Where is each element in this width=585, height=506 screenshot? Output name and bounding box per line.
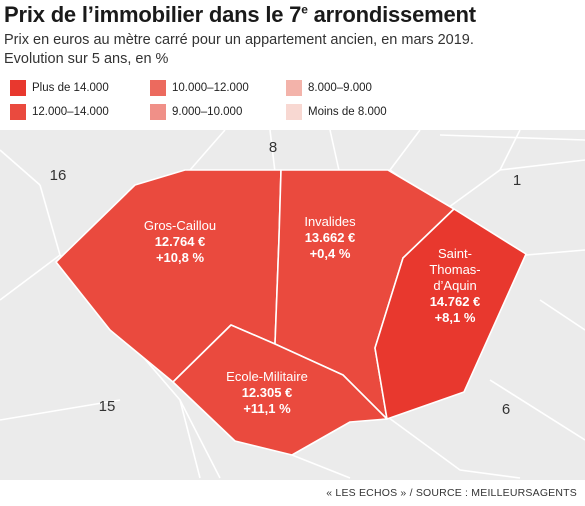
chart-title: Prix de l’immobilier dans le 7e arrondis… xyxy=(4,2,476,27)
district-change: +0,4 % xyxy=(310,246,351,261)
district-price: 14.762 € xyxy=(430,294,481,309)
legend-swatch xyxy=(150,104,166,120)
district-name: Ecole-Militaire xyxy=(226,369,308,384)
legend-item-plus-14000: Plus de 14.000 xyxy=(10,80,109,96)
district-price: 12.764 € xyxy=(155,234,206,249)
district-change: +8,1 % xyxy=(435,310,476,325)
district-map: 16 8 1 15 6 Gros-Caillou 12.764 € +10,8 … xyxy=(0,130,585,480)
label-saint-thomas-daquin: Saint- Thomas- d’Aquin 14.762 € +8,1 % xyxy=(429,246,480,325)
arrondissement-6: 6 xyxy=(502,401,510,418)
district-name: Gros-Caillou xyxy=(144,218,216,233)
legend-swatch xyxy=(10,80,26,96)
arrondissement-15: 15 xyxy=(99,398,116,415)
legend-swatch xyxy=(150,80,166,96)
legend-swatch xyxy=(10,104,26,120)
district-price: 13.662 € xyxy=(305,230,356,245)
subtitle-1: Prix en euros au mètre carré pour un app… xyxy=(4,32,474,48)
district-name: Invalides xyxy=(304,214,356,229)
arrondissement-8: 8 xyxy=(269,139,277,156)
label-gros-caillou: Gros-Caillou 12.764 € +10,8 % xyxy=(144,218,216,265)
legend-item-12000-14000: 12.000–14.000 xyxy=(10,104,109,120)
subtitle-2: Evolution sur 5 ans, en % xyxy=(4,51,169,67)
legend-item-10000-12000: 10.000–12.000 xyxy=(150,80,249,96)
label-ecole-militaire: Ecole-Militaire 12.305 € +11,1 % xyxy=(226,369,308,416)
district-name-line: Saint- xyxy=(438,246,472,261)
legend-item-moins-8000: Moins de 8.000 xyxy=(286,104,387,120)
district-change: +10,8 % xyxy=(156,250,205,265)
source-credit: « LES ECHOS » / SOURCE : MEILLEURSAGENTS xyxy=(326,487,577,499)
district-ecole-militaire xyxy=(172,324,388,456)
district-price: 12.305 € xyxy=(242,385,293,400)
arrondissement-1: 1 xyxy=(513,172,521,189)
district-name-line: Thomas- xyxy=(429,262,480,277)
legend-swatch xyxy=(286,80,302,96)
legend-item-8000-9000: 8.000–9.000 xyxy=(286,80,372,96)
legend-item-9000-10000: 9.000–10.000 xyxy=(150,104,242,120)
label-invalides: Invalides 13.662 € +0,4 % xyxy=(304,214,356,261)
district-name-line: d’Aquin xyxy=(433,278,476,293)
district-change: +11,1 % xyxy=(243,401,291,416)
arrondissement-16: 16 xyxy=(50,167,67,184)
legend-swatch xyxy=(286,104,302,120)
